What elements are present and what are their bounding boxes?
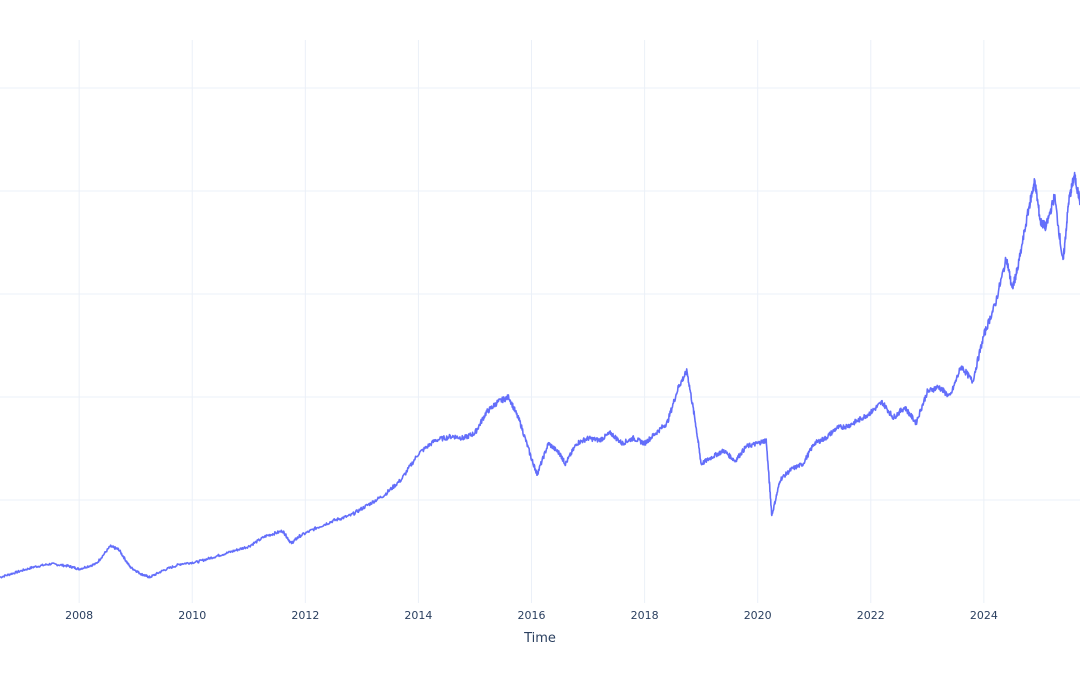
x-tick-label: 2024 <box>970 609 998 622</box>
x-tick-label: 2014 <box>404 609 432 622</box>
x-tick-label: 2018 <box>631 609 659 622</box>
x-tick-label: 2022 <box>857 609 885 622</box>
x-axis-title: Time <box>523 631 556 646</box>
x-tick-label: 2016 <box>518 609 546 622</box>
x-tick-label: 2008 <box>65 609 93 622</box>
grid <box>0 40 1080 603</box>
series-layer <box>0 171 1080 579</box>
x-axis-ticks: 2008 2010 2012 2014 2016 2018 2020 2022 2024 <box>65 609 998 622</box>
x-tick-label: 2012 <box>291 609 319 622</box>
x-tick-label: 2020 <box>744 609 772 622</box>
series-line <box>0 171 1080 579</box>
x-tick-label: 2010 <box>178 609 206 622</box>
